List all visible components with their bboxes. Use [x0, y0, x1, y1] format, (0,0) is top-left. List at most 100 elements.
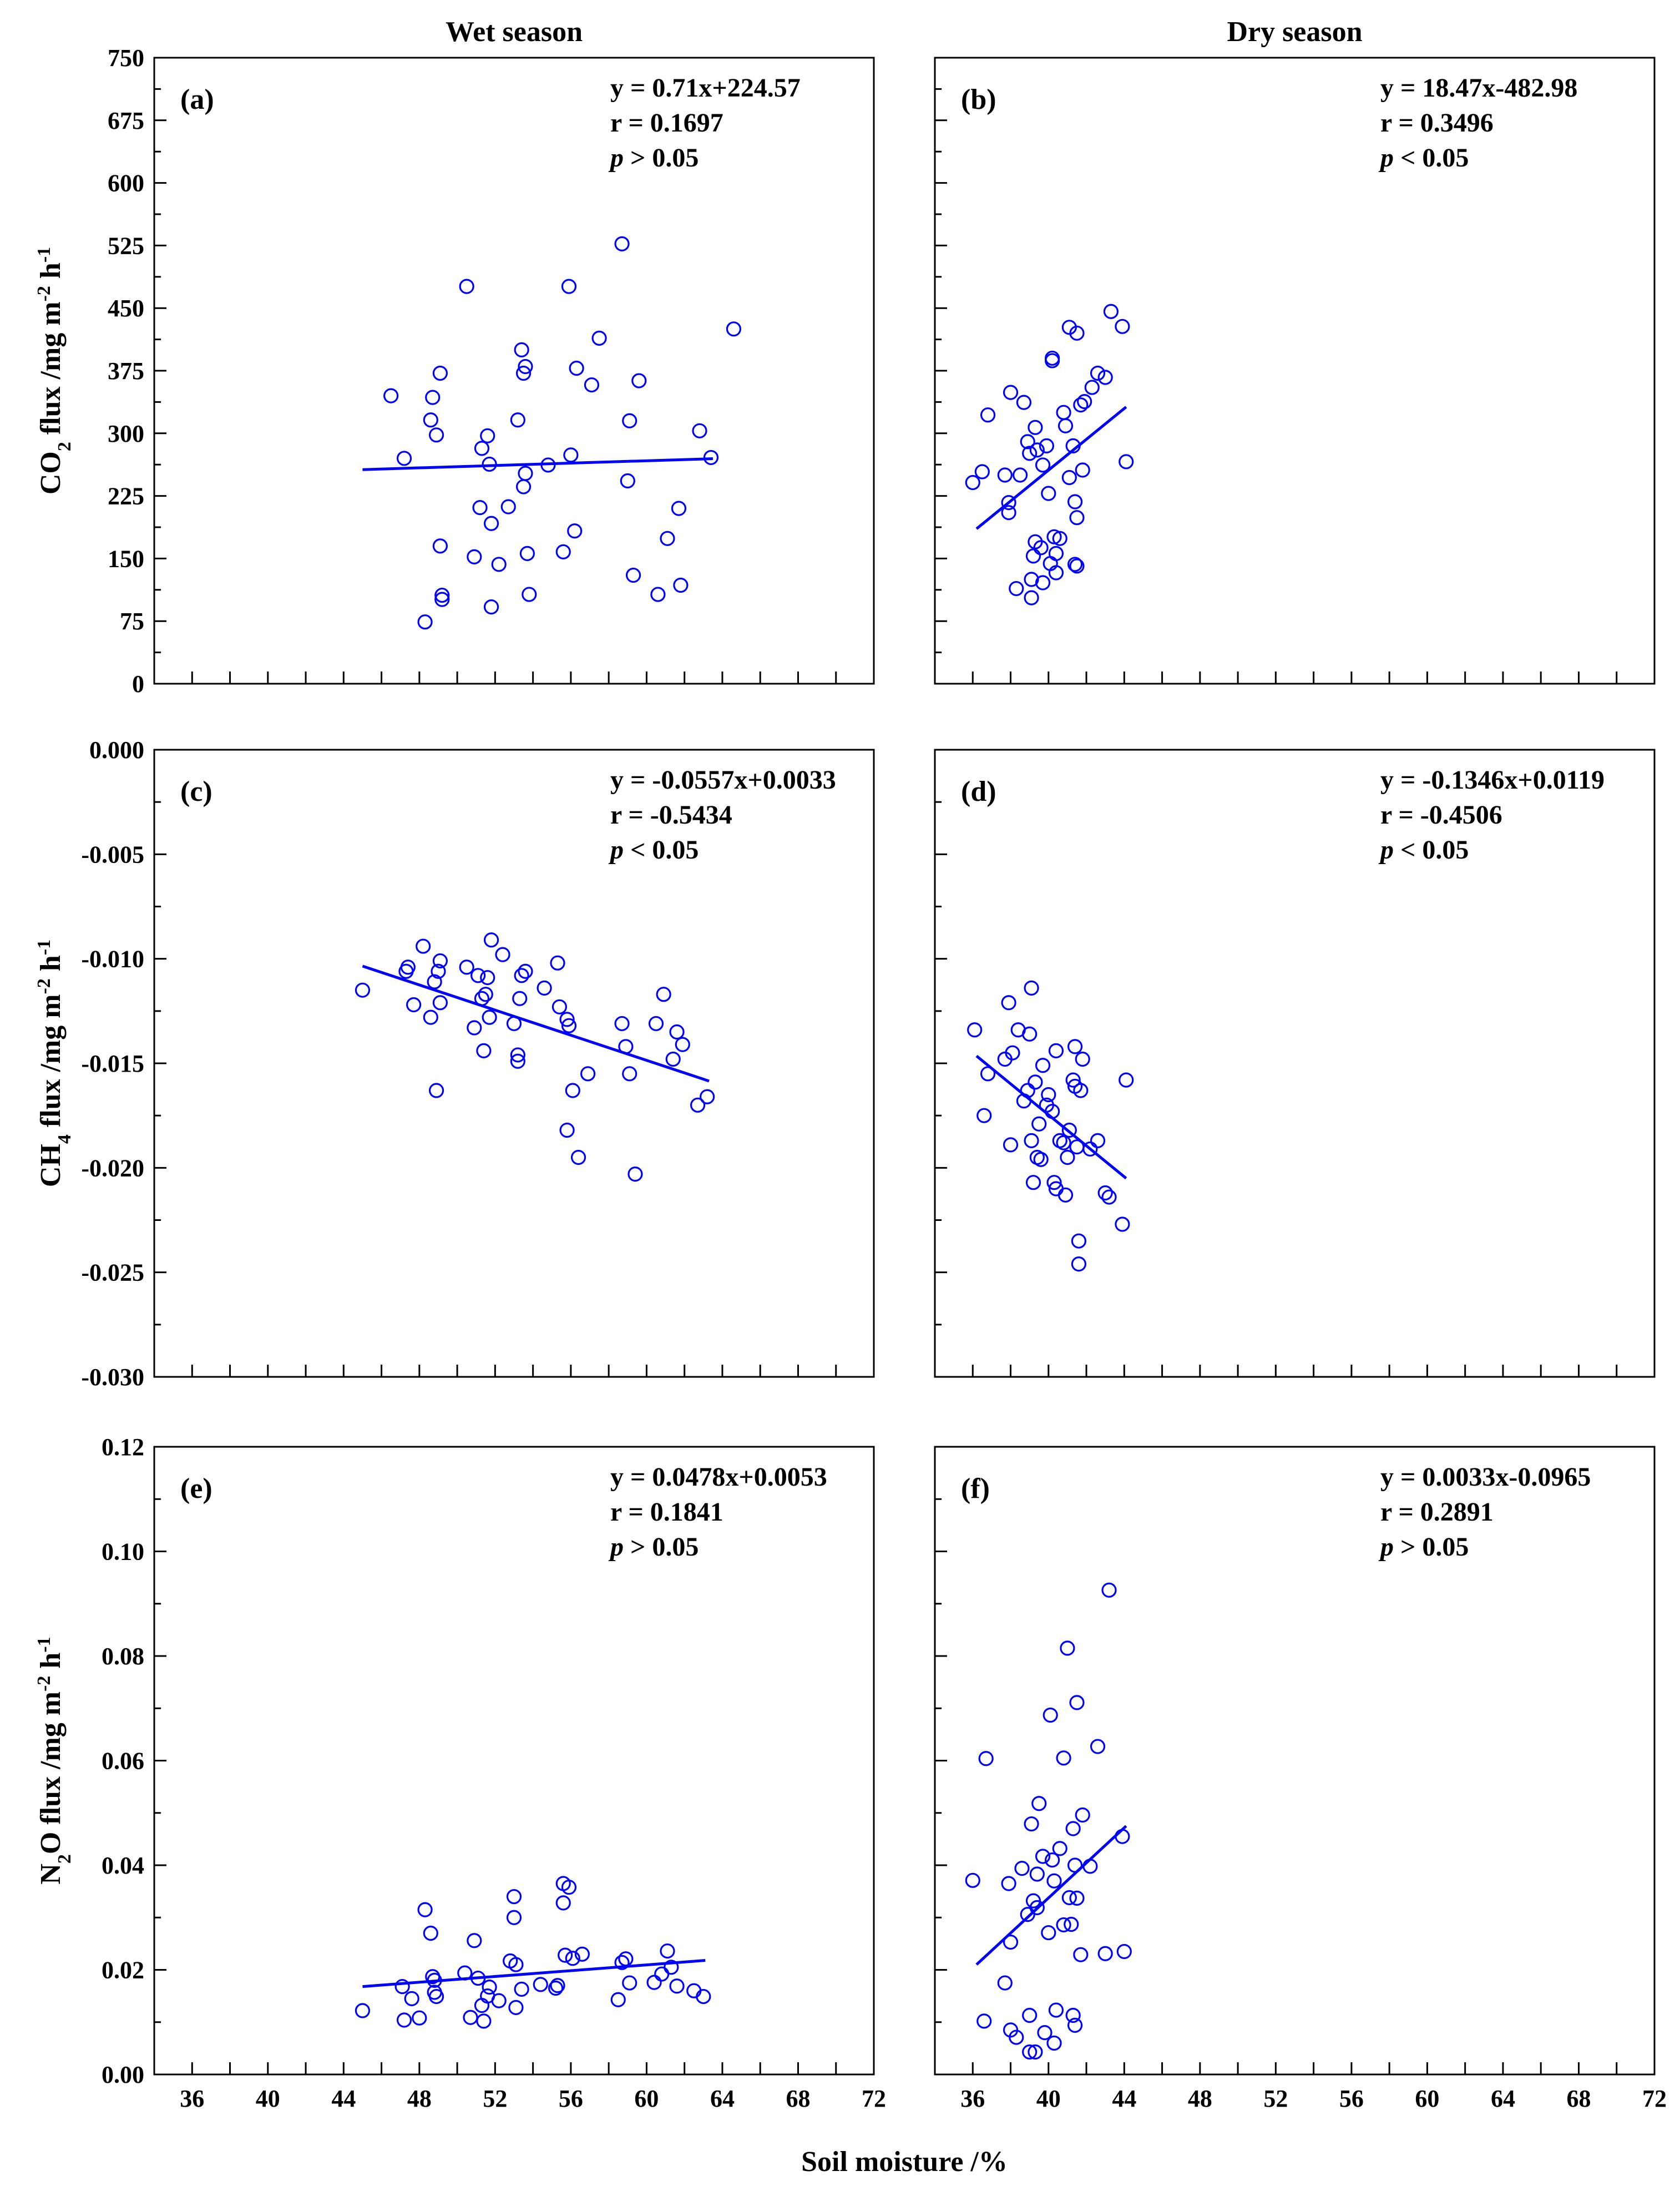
y-tick-label: 675	[108, 107, 144, 134]
data-point	[1061, 469, 1077, 486]
data-point	[1024, 1133, 1039, 1148]
data-point	[1028, 2044, 1043, 2060]
data-point	[696, 1988, 711, 2005]
regression-equation: y = -0.1346x+0.0119	[1380, 765, 1605, 795]
data-point	[700, 1089, 715, 1104]
regression-line	[362, 965, 710, 1083]
y-tick-label: 750	[108, 44, 144, 72]
data-point	[1065, 1821, 1081, 1836]
data-point	[625, 567, 641, 583]
x-tick-label: 60	[634, 2085, 659, 2112]
data-point	[519, 546, 535, 561]
data-point	[1056, 405, 1071, 420]
panel-b: (b) y = 18.47x-482.98 r = 0.3496 p < 0.05	[934, 57, 1656, 685]
data-point	[618, 1951, 634, 1967]
data-point	[434, 592, 450, 607]
data-point	[478, 987, 493, 1002]
data-point	[1060, 1149, 1075, 1165]
data-point	[1012, 467, 1028, 483]
data-point	[423, 412, 438, 428]
plot-frame	[153, 57, 875, 685]
data-point	[1061, 1890, 1077, 1906]
data-point	[614, 236, 630, 251]
y-tick-label: 375	[108, 357, 144, 385]
data-point	[467, 1933, 482, 1948]
data-point	[555, 544, 571, 559]
regression-line	[975, 1825, 1127, 1966]
column-title-dry: Dry season	[1227, 16, 1362, 48]
data-point	[965, 1872, 980, 1888]
data-point	[1001, 495, 1016, 511]
data-point	[506, 1910, 522, 1925]
data-point	[432, 995, 448, 1011]
data-point	[1024, 590, 1039, 605]
data-point	[1067, 1039, 1083, 1054]
data-point	[459, 960, 474, 975]
data-point	[406, 997, 422, 1013]
data-point	[548, 1980, 564, 1996]
data-point	[561, 1879, 577, 1895]
x-tick-label: 52	[1263, 2085, 1288, 2112]
data-point	[1043, 1707, 1058, 1723]
data-point	[394, 1979, 410, 1995]
data-point	[614, 1016, 630, 1032]
data-point	[431, 963, 446, 979]
data-point	[515, 365, 532, 381]
data-point	[1003, 1137, 1019, 1153]
data-point	[665, 1051, 681, 1067]
data-point	[518, 359, 533, 375]
x-tick-label: 40	[1036, 2085, 1061, 2112]
data-point	[648, 1016, 664, 1032]
y-tick-label: 0	[132, 670, 144, 698]
data-point	[417, 614, 433, 630]
data-point	[664, 1960, 679, 1975]
data-point	[1001, 995, 1016, 1011]
data-point	[1005, 1045, 1020, 1061]
data-point	[482, 1980, 497, 1995]
data-point	[1024, 1816, 1039, 1832]
data-point	[467, 1020, 482, 1036]
correlation-r: r = 0.3496	[1380, 108, 1494, 138]
data-point	[1075, 462, 1090, 478]
correlation-r: r = 0.1697	[610, 108, 723, 138]
data-point	[476, 1043, 492, 1059]
data-point	[1029, 1866, 1045, 1882]
correlation-r: r = -0.5434	[610, 800, 732, 830]
data-point	[1028, 420, 1043, 435]
data-point	[1060, 1640, 1075, 1656]
data-point	[1119, 1072, 1134, 1088]
data-point	[967, 1022, 983, 1038]
panel-label: (c)	[180, 776, 212, 807]
correlation-r: r = 0.1841	[610, 1497, 723, 1527]
panel-label: (a)	[180, 84, 214, 115]
data-point	[997, 467, 1013, 483]
data-point	[1077, 394, 1092, 410]
y-tick-label: -0.030	[81, 1364, 144, 1391]
data-point	[1046, 2035, 1062, 2051]
regression-line	[975, 1054, 1127, 1180]
data-point	[622, 1975, 637, 1991]
data-point	[646, 1975, 662, 1990]
data-point	[654, 1966, 670, 1982]
data-point	[1097, 1946, 1113, 1961]
data-point	[1035, 457, 1051, 473]
data-point	[416, 938, 431, 954]
data-point	[1069, 1890, 1085, 1906]
data-point	[1041, 1087, 1056, 1103]
data-point	[1073, 1947, 1089, 1962]
data-point	[432, 538, 448, 554]
y-tick-label: 525	[108, 232, 144, 259]
data-point	[427, 974, 442, 989]
data-point	[565, 1083, 580, 1098]
p-value: p < 0.05	[1378, 835, 1469, 865]
data-point	[1090, 1739, 1106, 1754]
data-point	[1101, 1582, 1117, 1598]
y-tick-label: -0.020	[81, 1154, 144, 1182]
data-point	[1075, 1051, 1090, 1067]
data-point	[432, 953, 448, 969]
regression-equation: y = 0.0478x+0.0053	[610, 1462, 827, 1492]
data-point	[500, 499, 516, 514]
regression-line	[362, 1959, 706, 1988]
data-point	[1031, 1796, 1047, 1811]
data-point	[428, 1083, 444, 1098]
